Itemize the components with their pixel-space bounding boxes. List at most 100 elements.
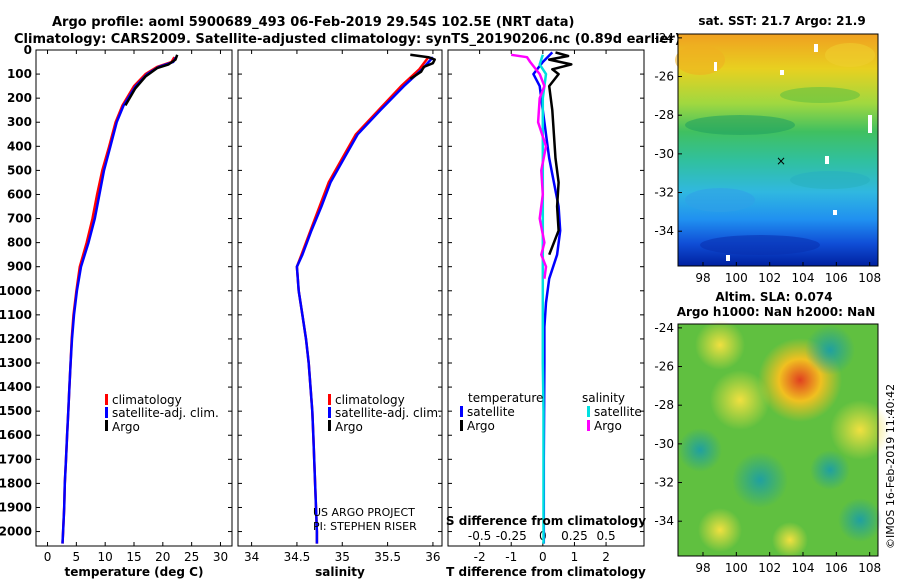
sst-texture (675, 43, 875, 255)
depth-tick-label: 600 (7, 187, 32, 201)
sst-cloud-mask (714, 62, 717, 71)
depth-axis: 0 100 200 300 400 500 600 700 800 900 1000 1100 1200… (0, 43, 32, 539)
depth-tick-label: 100 (7, 67, 32, 81)
x-tick-label: 35.5 (374, 550, 401, 564)
legend-s-argo-swatch (587, 420, 590, 431)
x-tick-label: 1 (571, 550, 579, 564)
legend-argo: Argo (112, 420, 140, 434)
x-tick-label: -2 (474, 550, 486, 564)
salinity-plot-frame (237, 49, 443, 547)
depth-tick-label: 700 (7, 212, 32, 226)
map-y-tick-label: -26 (654, 360, 674, 374)
legend-climatology-swatch (328, 394, 331, 405)
depth-tick-label: 1200 (0, 332, 32, 346)
sst-cloud-mask (814, 44, 818, 52)
temperature-xlabel: temperature (deg C) (65, 565, 204, 579)
x-tick-label: 15 (126, 550, 141, 564)
map-y-tick-label: -32 (654, 186, 674, 200)
depth-tick-label: 1500 (0, 404, 32, 418)
temperature-legend: climatology satellite-adj. clim. Argo (105, 393, 219, 434)
x-tick-label: 5 (73, 550, 81, 564)
map-x-tick-label: 98 (695, 271, 710, 285)
sst-cloud-mask (833, 210, 837, 215)
map-x-tick-label: 106 (825, 561, 848, 575)
legend-argo-swatch (328, 420, 331, 431)
s-tick-label: 0.25 (561, 529, 588, 543)
credit-line1: US ARGO PROJECT (313, 506, 415, 519)
x-tick-label: 20 (155, 550, 170, 564)
sst-cloud-mask (726, 255, 730, 261)
sst-cloud-mask (868, 115, 872, 133)
x-tick-label: 2 (602, 550, 610, 564)
tick-marks: 0 5 10 15 20 25 30 34 34.5 35 35.5 36 -2 -1 0 1 2 -0.5 -0.… (36, 49, 644, 564)
series-line-t-argo (547, 51, 573, 256)
difference-legend: temperature satellite Argo salinity sate… (460, 391, 642, 433)
map-y-tick-label: -24 (654, 321, 674, 335)
depth-tick-label: 1000 (0, 284, 32, 298)
map-y-tick-label: -34 (654, 224, 674, 238)
map-y-tick-label: -26 (654, 70, 674, 84)
depth-tick-label: 1100 (0, 308, 32, 322)
x-tick-label: 34 (244, 550, 259, 564)
sla-map-title1: Altim. SLA: 0.074 (715, 290, 832, 304)
map-x-tick-label: 108 (858, 561, 881, 575)
map-x-tick-label: 98 (695, 561, 710, 575)
x-tick-label: 34.5 (284, 550, 311, 564)
map-x-tick-label: 106 (825, 271, 848, 285)
map-y-tick-label: -30 (654, 147, 674, 161)
legend-t-argo: Argo (467, 419, 495, 433)
legend-temperature-title: temperature (468, 391, 543, 405)
map-axes: 98 100 102 104 106 108 -24 -26 -28 -30 -32 -34 98 100… (654, 31, 881, 575)
x-tick-label: 0 (539, 550, 547, 564)
sst-cloud-mask (825, 156, 829, 164)
credit-line2: PI: STEPHEN RISER (313, 520, 417, 533)
legend-s-satellite-swatch (587, 406, 590, 417)
map-y-tick-label: -34 (654, 514, 674, 528)
series-line-s-satellite (538, 54, 548, 544)
legend-s-satellite: satellite (594, 405, 642, 419)
salinity-series (295, 53, 436, 544)
depth-tick-label: 500 (7, 163, 32, 177)
depth-tick-label: 400 (7, 139, 32, 153)
salinity-legend: climatology satellite-adj. clim. Argo US… (313, 393, 442, 533)
legend-argo: Argo (335, 420, 363, 434)
map-x-tick-label: 108 (858, 271, 881, 285)
map-x-tick-label: 102 (758, 271, 781, 285)
depth-tick-label: 0 (24, 43, 32, 57)
depth-tick-label: 2000 (0, 525, 32, 539)
sla-map-frame (677, 323, 879, 557)
series-line-satellite-adj-clim- (295, 56, 434, 544)
imos-stamp: ©IMOS 16-Feb-2019 11:40:42 (884, 384, 897, 549)
x-tick-label: 0 (44, 550, 52, 564)
sst-map-frame (677, 33, 879, 267)
depth-tick-label: 1400 (0, 380, 32, 394)
difference-xlabel: T difference from climatology (446, 565, 646, 579)
legend-satellite: satellite-adj. clim. (112, 406, 219, 420)
map-x-tick-label: 102 (758, 561, 781, 575)
legend-satellite-swatch (328, 407, 331, 418)
s-tick-label: 0.5 (597, 529, 616, 543)
sst-map: × (675, 33, 879, 267)
x-tick-label: 30 (213, 550, 228, 564)
map-y-tick-label: -30 (654, 437, 674, 451)
s-difference-label: S difference from climatology (446, 514, 646, 528)
legend-argo-swatch (105, 420, 108, 431)
s-tick-label: -0.25 (496, 529, 527, 543)
x-tick-label: -1 (505, 550, 517, 564)
map-y-tick-label: -32 (654, 476, 674, 490)
legend-climatology: climatology (335, 393, 405, 407)
x-tick-label: 10 (98, 550, 113, 564)
depth-tick-label: 1600 (0, 428, 32, 442)
series-line-argo (124, 54, 179, 107)
x-tick-label: 35 (335, 550, 350, 564)
legend-satellite: satellite-adj. clim. (335, 406, 442, 420)
salinity-xlabel: salinity (315, 565, 365, 579)
depth-tick-label: 1800 (0, 476, 32, 490)
depth-tick-label: 1700 (0, 452, 32, 466)
sla-map-title2: Argo h1000: NaN h2000: NaN (677, 305, 876, 319)
legend-t-argo-swatch (460, 420, 463, 431)
depth-tick-label: 900 (7, 260, 32, 274)
sla-map (677, 320, 890, 558)
map-x-tick-label: 104 (792, 561, 815, 575)
